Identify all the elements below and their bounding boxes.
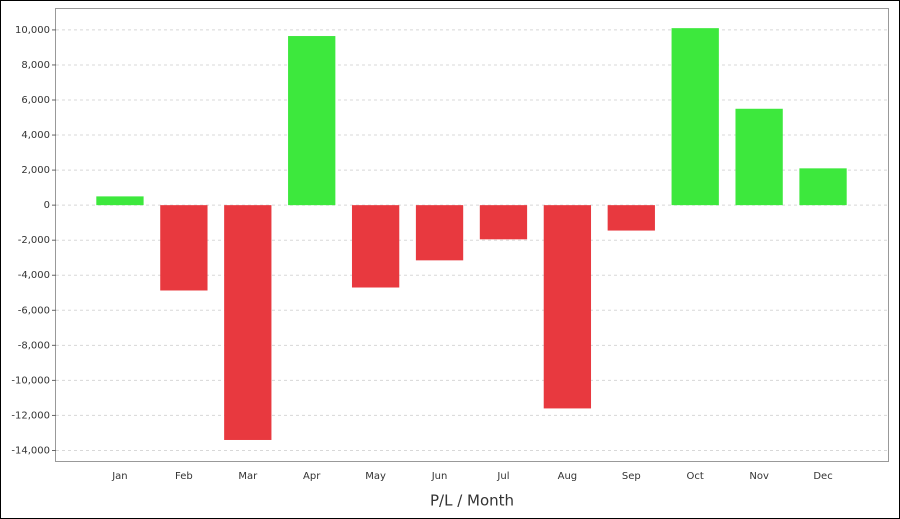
x-tick-label: Feb — [175, 471, 193, 482]
y-tick-label: 8,000 — [21, 60, 50, 71]
bar — [288, 36, 336, 206]
bar — [160, 205, 208, 291]
y-tick-label: -8,000 — [18, 340, 50, 351]
x-tick-label: Sep — [622, 471, 641, 482]
x-axis-label: P/L / Month — [430, 492, 514, 510]
y-tick-label: -2,000 — [18, 235, 50, 246]
bar — [224, 205, 272, 440]
x-tick-label: Jun — [431, 471, 448, 482]
bar — [799, 168, 847, 206]
bar — [671, 28, 719, 206]
bar — [607, 205, 655, 231]
y-tick-label: -14,000 — [11, 445, 50, 456]
bar — [351, 205, 400, 288]
x-tick-label: Jan — [111, 471, 127, 482]
y-tick-label: -4,000 — [18, 270, 50, 281]
y-tick-label: -12,000 — [11, 410, 50, 421]
x-tick-label: Aug — [558, 471, 578, 482]
y-tick-label: 4,000 — [21, 130, 50, 141]
x-tick-label: Oct — [687, 471, 704, 482]
bar — [96, 196, 144, 206]
x-tick-label: Apr — [303, 471, 321, 482]
y-tick-label: 10,000 — [15, 25, 50, 36]
y-tick-label: 6,000 — [21, 95, 50, 106]
bar — [735, 108, 783, 206]
y-tick-label: 0 — [44, 200, 50, 211]
y-tick-label: -10,000 — [11, 375, 50, 386]
x-tick-label: Mar — [238, 471, 258, 482]
bar — [415, 205, 464, 261]
x-tick-label: Dec — [813, 471, 832, 482]
bar — [543, 205, 592, 409]
bar — [479, 205, 528, 240]
y-tick-label: 2,000 — [21, 165, 50, 176]
x-tick-label: May — [365, 471, 386, 482]
x-tick-label: Jul — [496, 471, 509, 482]
y-tick-label: -6,000 — [18, 305, 50, 316]
x-tick-label: Nov — [749, 471, 769, 482]
